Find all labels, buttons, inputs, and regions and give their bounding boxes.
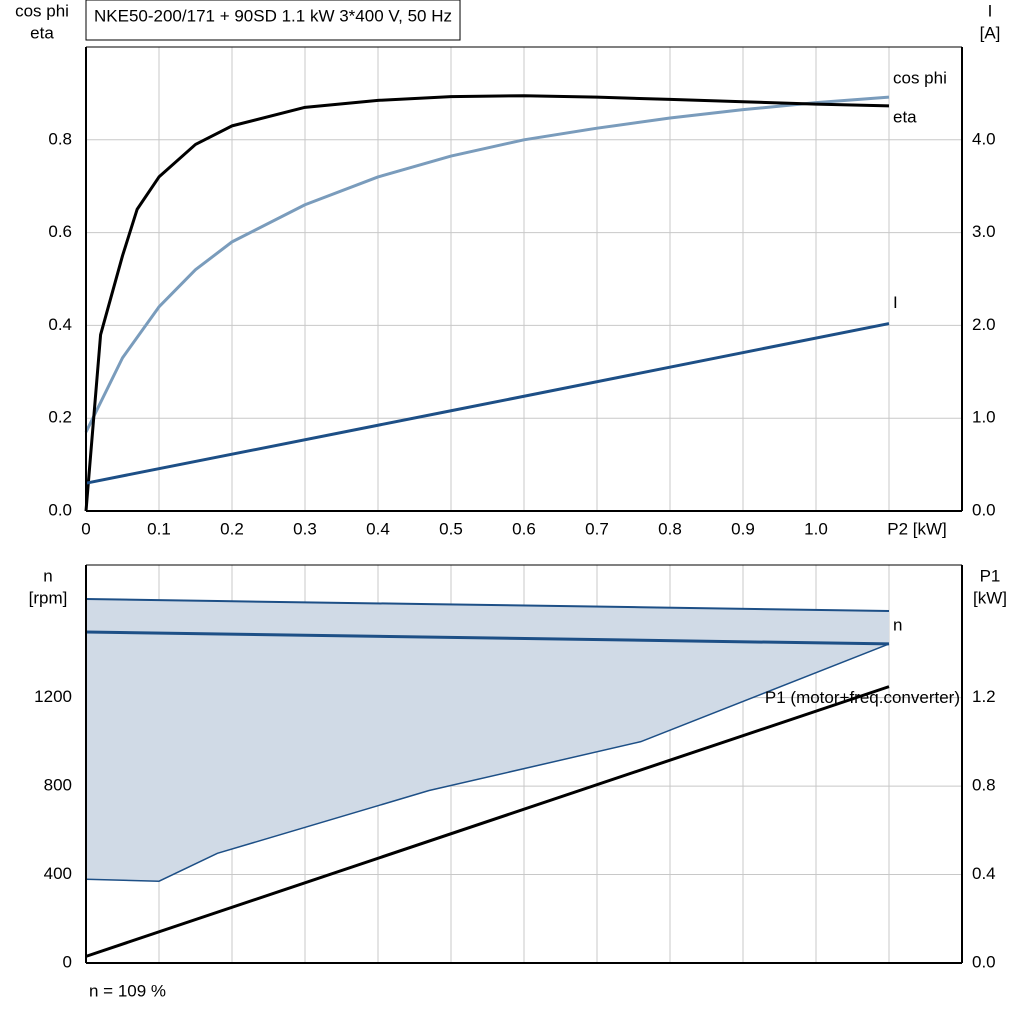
y-tick-label: 400 (44, 864, 72, 883)
y2-tick-label: 2.0 (972, 315, 996, 334)
y-axis-label: n (43, 566, 52, 585)
y-tick-label: 0.6 (48, 222, 72, 241)
y2-tick-label: 0.0 (972, 500, 996, 519)
y2-axis-label: [A] (980, 23, 1001, 42)
x-tick-label: 0.3 (293, 519, 317, 538)
title-box (85, 0, 461, 41)
range-upper (85, 598, 890, 612)
x-tick-label: 0.2 (220, 519, 244, 538)
y-tick-label: 0.0 (48, 500, 72, 519)
x-tick-label: 0.9 (731, 519, 755, 538)
series-line (85, 685, 890, 958)
y2-tick-label: 0.8 (972, 776, 996, 795)
series-label: P1 (motor+freq.converter) (765, 688, 960, 707)
y2-tick-label: 4.0 (972, 129, 996, 148)
range-lower (85, 643, 890, 882)
y-tick-label: 0.2 (48, 408, 72, 427)
y-tick-label: 0.4 (48, 315, 72, 334)
series-line (84, 95, 890, 433)
x-tick-label: 0.4 (366, 519, 390, 538)
y2-tick-label: 1.0 (972, 408, 996, 427)
y2-tick-label: 3.0 (972, 222, 996, 241)
y2-tick-label: 0.4 (972, 864, 996, 883)
x-tick-label: 1.0 (804, 519, 828, 538)
y-axis-label: cos phi (15, 1, 69, 20)
y2-axis-label: P1 (980, 566, 1001, 585)
y-tick-label: 1200 (34, 687, 72, 706)
range-area (86, 599, 889, 882)
x-tick-label: P2 [kW] (887, 519, 947, 538)
y-axis-label: [rpm] (29, 588, 68, 607)
series-line (85, 322, 890, 485)
series-line (84, 94, 890, 512)
chart-title: NKE50-200/171 + 90SD 1.1 kW 3*400 V, 50 … (94, 6, 452, 25)
x-tick-label: 0 (81, 519, 90, 538)
series-line (85, 630, 890, 646)
y2-axis-label: [kW] (973, 588, 1007, 607)
y-axis-label: eta (30, 23, 54, 42)
y2-tick-label: 1.2 (972, 687, 996, 706)
series-label: n (893, 615, 902, 634)
x-tick-label: 0.6 (512, 519, 536, 538)
y2-tick-label: 0.0 (972, 952, 996, 971)
y2-axis-label: I (988, 1, 993, 20)
x-tick-label: 0.5 (439, 519, 463, 538)
x-tick-label: 0.8 (658, 519, 682, 538)
y-tick-label: 0 (63, 952, 72, 971)
annotation: n = 109 % (89, 981, 166, 1000)
y-tick-label: 800 (44, 776, 72, 795)
x-tick-label: 0.1 (147, 519, 171, 538)
y-tick-label: 0.8 (48, 129, 72, 148)
series-label: cos phi (893, 69, 947, 88)
series-label: eta (893, 107, 917, 126)
x-tick-label: 0.7 (585, 519, 609, 538)
series-label: I (893, 293, 898, 312)
